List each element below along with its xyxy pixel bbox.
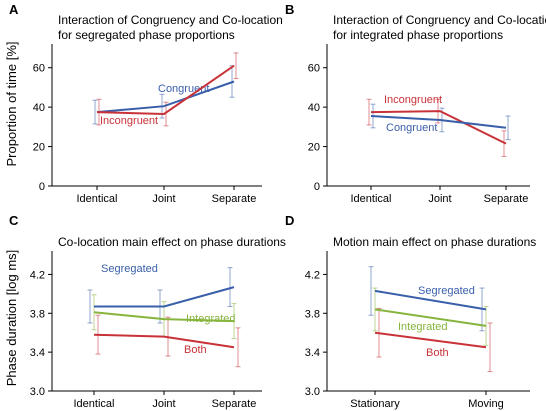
panel-label: D [285, 213, 294, 228]
panel-b: B Interaction of Congruency and Co-locati… [285, 2, 546, 205]
series-label-both: Both [184, 344, 207, 356]
series-label-integrated: Integrated [186, 313, 236, 325]
error-bar [233, 52, 239, 80]
y-axis-label-top: Proportion of time [%] [4, 42, 19, 167]
y-tick-label: 0 [39, 181, 45, 193]
panel-d: D Motion main effect on phase durations 3.… [285, 213, 536, 410]
series-label-integrated: Integrated [398, 321, 448, 333]
x-tick-label: Moving [468, 398, 503, 410]
panel-label: A [9, 2, 19, 17]
y-tick-label: 3.4 [30, 347, 45, 359]
y-tick-label: 40 [33, 102, 45, 114]
chart-panels: A Interaction of Congruency and Co-locati… [9, 2, 546, 410]
series-label-congruent: Congruent [386, 122, 437, 134]
x-tick-label: Joint [428, 193, 451, 205]
series-label-segregated: Segregated [101, 263, 158, 275]
panel-title: for segregated phase proportions [58, 28, 235, 42]
error-bar [487, 322, 493, 373]
x-tick-label: Identical [74, 398, 115, 410]
y-tick-label: 3.0 [30, 386, 45, 398]
y-tick-label: 4.2 [305, 269, 320, 281]
error-bar [368, 266, 374, 316]
panel-title: Interaction of Congruency and Co-locatio… [333, 13, 546, 27]
y-tick-label: 60 [308, 63, 320, 75]
panel-title: Co-location main effect on phase duratio… [58, 235, 286, 249]
x-tick-label: Identical [77, 193, 118, 205]
x-tick-label: Separate [212, 398, 257, 410]
x-tick-label: Identical [351, 193, 392, 205]
y-tick-label: 3.8 [305, 308, 320, 320]
series-label-segregated: Segregated [418, 285, 475, 297]
x-tick-label: Joint [152, 398, 175, 410]
y-tick-label: 3.0 [305, 386, 320, 398]
series-line-segregated [94, 286, 235, 308]
y-tick-label: 3.4 [305, 347, 320, 359]
series-line-integrated [374, 308, 487, 327]
series-label-incongruent: Incongruent [100, 115, 158, 127]
panel-label: C [9, 213, 19, 228]
series-label-both: Both [426, 347, 449, 359]
error-bar [366, 98, 372, 126]
series-line-both [374, 331, 487, 349]
y-tick-label: 20 [33, 142, 45, 154]
panel-a: A Interaction of Congruency and Co-locati… [9, 2, 283, 205]
panel-label: B [285, 2, 294, 17]
y-axis-label-bottom: Phase duration [log ms] [4, 250, 19, 387]
x-tick-label: Separate [212, 193, 257, 205]
error-bar [483, 305, 489, 346]
y-tick-label: 3.8 [30, 308, 45, 320]
error-bar [227, 267, 233, 307]
error-bar [92, 99, 98, 125]
x-tick-label: Joint [152, 193, 175, 205]
series-line-segregated [374, 289, 487, 311]
x-tick-label: Separate [484, 193, 529, 205]
y-tick-label: 60 [33, 63, 45, 75]
error-bar [87, 289, 93, 324]
panel-title: for integrated phase proportions [333, 28, 503, 42]
series-line-both [93, 333, 235, 349]
error-bar [505, 115, 511, 141]
y-tick-label: 4.2 [30, 269, 45, 281]
panel-title: Interaction of Congruency and Co-locatio… [58, 13, 283, 27]
y-tick-label: 0 [314, 181, 320, 193]
error-bar [235, 327, 241, 368]
series-line-incongruent [370, 110, 507, 145]
panel-title: Motion main effect on phase durations [333, 235, 536, 249]
x-tick-label: Stationary [350, 398, 400, 410]
y-tick-label: 40 [308, 102, 320, 114]
series-line-integrated [93, 311, 235, 323]
series-line-incongruent [96, 64, 235, 116]
series-label-incongruent: Incongruent [384, 94, 442, 106]
y-tick-label: 20 [308, 142, 320, 154]
series-line-congruent [96, 80, 235, 114]
panel-c: C Co-location main effect on phase durati… [9, 213, 286, 410]
series-line-congruent [370, 115, 507, 129]
